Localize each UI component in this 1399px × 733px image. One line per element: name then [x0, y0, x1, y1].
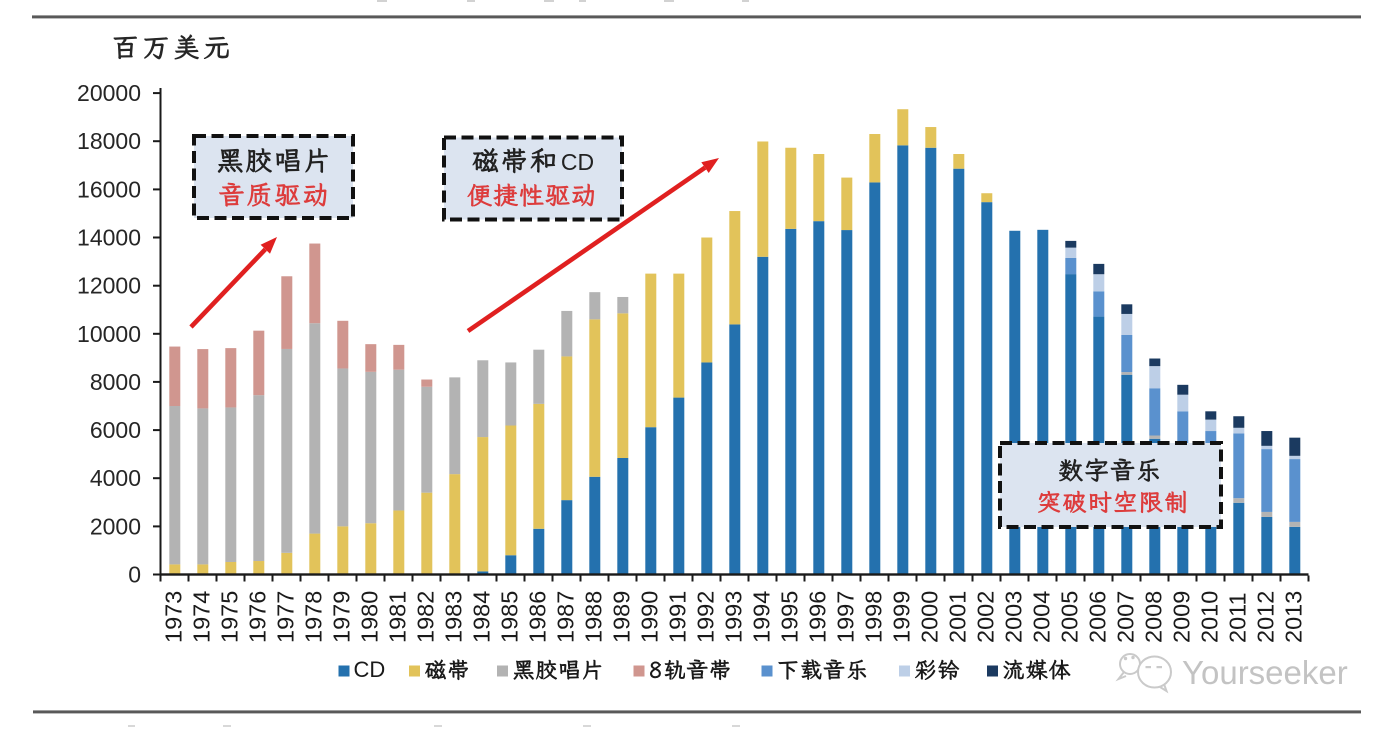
svg-text:1984: 1984 [468, 591, 494, 643]
svg-text:2004: 2004 [1028, 591, 1054, 643]
svg-text:2012: 2012 [1252, 591, 1278, 643]
svg-text:1973: 1973 [160, 591, 186, 643]
svg-text:12000: 12000 [77, 273, 141, 299]
svg-text:0: 0 [128, 562, 141, 588]
svg-text:1980: 1980 [356, 591, 382, 643]
svg-text:2011: 2011 [1224, 592, 1250, 643]
svg-text:1999: 1999 [888, 591, 914, 643]
svg-text:1981: 1981 [384, 591, 410, 643]
svg-text:2002: 2002 [972, 591, 998, 643]
svg-text:2010: 2010 [1196, 591, 1222, 643]
svg-text:1998: 1998 [860, 591, 886, 643]
svg-text:1976: 1976 [244, 591, 270, 643]
svg-text:1979: 1979 [328, 591, 354, 643]
svg-text:2001: 2001 [944, 591, 970, 643]
svg-text:2006: 2006 [1084, 591, 1110, 643]
svg-text:CD: CD [561, 149, 594, 175]
svg-text:6000: 6000 [90, 417, 141, 443]
svg-text:1996: 1996 [804, 591, 830, 643]
svg-text:14000: 14000 [77, 225, 141, 251]
svg-text:2003: 2003 [1000, 591, 1026, 643]
svg-text:1974: 1974 [188, 591, 214, 643]
svg-text:2000: 2000 [916, 591, 942, 643]
svg-text:1983: 1983 [440, 591, 466, 643]
svg-text:2007: 2007 [1112, 591, 1138, 643]
svg-text:2005: 2005 [1056, 591, 1082, 643]
svg-text:1978: 1978 [300, 591, 326, 643]
svg-text:CD: CD [354, 657, 386, 682]
svg-text:20000: 20000 [77, 80, 141, 106]
svg-text:1993: 1993 [720, 591, 746, 643]
svg-text:1991: 1991 [664, 591, 690, 643]
svg-text:1987: 1987 [552, 591, 578, 643]
svg-text:2008: 2008 [1140, 591, 1166, 643]
svg-text:1997: 1997 [832, 591, 858, 643]
svg-text:2000: 2000 [90, 513, 141, 539]
svg-text:16000: 16000 [77, 176, 141, 202]
svg-text:1975: 1975 [216, 591, 242, 643]
svg-text:1994: 1994 [748, 591, 774, 643]
svg-text:1995: 1995 [776, 591, 802, 643]
svg-text:Yourseeker: Yourseeker [1182, 654, 1348, 691]
svg-text:2013: 2013 [1280, 591, 1306, 643]
svg-text:1989: 1989 [608, 591, 634, 643]
svg-text:1992: 1992 [692, 591, 718, 643]
svg-text:1990: 1990 [636, 591, 662, 643]
svg-text:18000: 18000 [77, 128, 141, 154]
svg-text:1982: 1982 [412, 591, 438, 643]
svg-text:10000: 10000 [77, 321, 141, 347]
svg-text:1986: 1986 [524, 591, 550, 643]
svg-text:8000: 8000 [90, 369, 141, 395]
svg-text:4000: 4000 [90, 465, 141, 491]
svg-text:1985: 1985 [496, 591, 522, 643]
svg-text:1988: 1988 [580, 591, 606, 643]
svg-text:2009: 2009 [1168, 591, 1194, 643]
svg-text:1977: 1977 [272, 591, 298, 643]
